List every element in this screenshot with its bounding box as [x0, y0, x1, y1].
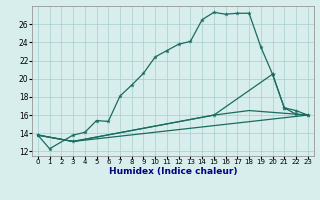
- X-axis label: Humidex (Indice chaleur): Humidex (Indice chaleur): [108, 167, 237, 176]
